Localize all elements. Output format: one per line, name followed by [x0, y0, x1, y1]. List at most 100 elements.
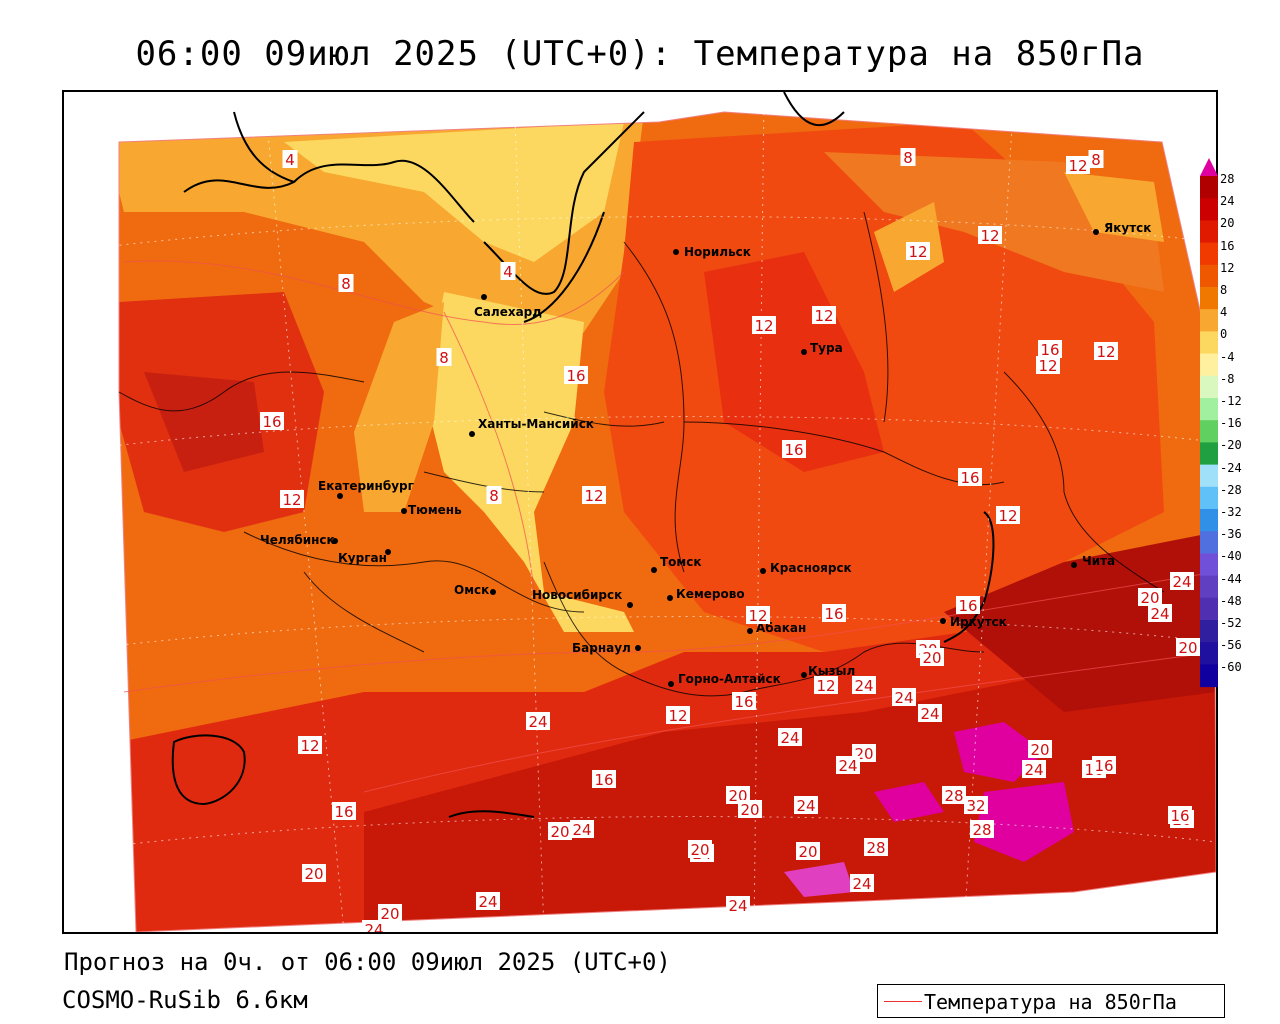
contour-label: 24: [726, 896, 750, 915]
contour-label: 16: [564, 366, 588, 385]
city-marker: [747, 628, 753, 634]
svg-text:24: 24: [854, 677, 873, 695]
colorbar-swatch: [1200, 664, 1218, 688]
contour-label: 16: [956, 596, 980, 615]
city-label: Новосибирск: [532, 588, 622, 602]
contour-label: 28: [942, 786, 966, 805]
contour-label: 16: [592, 770, 616, 789]
colorbar-tick-label: -60: [1220, 660, 1242, 675]
svg-text:24: 24: [796, 797, 815, 815]
svg-text:20: 20: [798, 843, 817, 861]
colorbar-swatch: [1200, 420, 1218, 443]
svg-text:12: 12: [1096, 343, 1115, 361]
svg-text:8: 8: [439, 349, 449, 367]
svg-text:12: 12: [1038, 357, 1057, 375]
city-marker: [490, 589, 496, 595]
city-marker: [385, 549, 391, 555]
contour-label: 4: [282, 150, 298, 169]
city-label: Иркутск: [950, 615, 1007, 629]
city-marker: [401, 508, 407, 514]
contour-label: 24: [570, 820, 594, 839]
contour-label: 24: [836, 756, 860, 775]
city-label: Красноярск: [770, 561, 852, 575]
contour-label: 12: [582, 486, 606, 505]
svg-text:16: 16: [334, 803, 353, 821]
contour-label: 24: [852, 676, 876, 695]
contour-label: 12: [906, 242, 930, 261]
svg-text:12: 12: [816, 677, 835, 695]
svg-text:16: 16: [262, 413, 281, 431]
svg-text:24: 24: [478, 893, 497, 911]
svg-text:24: 24: [528, 713, 547, 731]
colorbar-swatch: [1200, 198, 1218, 221]
colorbar-swatch: [1200, 442, 1218, 466]
svg-text:20: 20: [380, 905, 399, 923]
svg-text:20: 20: [550, 823, 569, 841]
city-label: Тура: [810, 341, 843, 355]
svg-text:20: 20: [1140, 589, 1159, 607]
contour-label: 20: [738, 800, 762, 819]
contour-label: 12: [298, 736, 322, 755]
colorbar-swatch: [1200, 486, 1218, 510]
contour-label: 16: [958, 468, 982, 487]
contour-label: 32: [964, 796, 988, 815]
contour-label: 16: [1168, 806, 1192, 825]
contour-label: 8: [338, 274, 354, 293]
colorbar-scale: [1200, 158, 1218, 688]
colorbar-tick-label: 28: [1220, 172, 1235, 186]
svg-text:24: 24: [894, 689, 913, 707]
legend-box: Температура на 850гПа: [877, 984, 1225, 1018]
colorbar-tick-label: -32: [1220, 505, 1242, 519]
city-label: Кемерово: [676, 587, 745, 601]
contour-label: 28: [970, 820, 994, 839]
contour-label: 12: [280, 490, 304, 509]
city-label: Якутск: [1104, 221, 1151, 235]
city-label: Горно-Алтайск: [678, 672, 781, 686]
colorbar-tick-label: -16: [1220, 416, 1242, 431]
colorbar-tick-label: -48: [1220, 593, 1242, 608]
colorbar-swatch: [1200, 553, 1218, 577]
svg-text:16: 16: [784, 441, 803, 459]
svg-text:24: 24: [852, 875, 871, 893]
contour-label: 24: [1148, 604, 1172, 623]
forecast-caption: Прогноз на 0ч. от 06:00 09июл 2025 (UTC+…: [64, 948, 671, 976]
svg-text:16: 16: [566, 367, 585, 385]
colorbar-tick-label: 20: [1220, 216, 1235, 231]
colorbar-swatch: [1200, 597, 1218, 621]
contour-label: 24: [526, 712, 550, 731]
contour-label: 16: [332, 802, 356, 821]
colorbar-swatch: [1200, 176, 1218, 199]
svg-text:16: 16: [958, 597, 977, 615]
colorbar-tick-label: -4: [1220, 349, 1235, 364]
colorbar-swatch: [1200, 509, 1218, 532]
colorbar-tick-label: -12: [1220, 394, 1242, 408]
colorbar-tick-label: -40: [1220, 549, 1242, 564]
contour-label: 12: [1094, 342, 1118, 361]
city-label: Омск: [454, 583, 489, 597]
svg-text:16: 16: [824, 605, 843, 623]
city-marker: [627, 602, 633, 608]
contour-label: 12: [814, 676, 838, 695]
colorbar-swatch: [1200, 264, 1218, 288]
svg-text:8: 8: [1091, 151, 1101, 169]
colorbar-swatch: [1200, 620, 1218, 643]
contour-label: 24: [1170, 572, 1194, 591]
svg-text:8: 8: [341, 275, 351, 293]
contour-label: 16: [1092, 756, 1116, 775]
svg-text:8: 8: [903, 149, 913, 167]
svg-text:24: 24: [1172, 573, 1191, 591]
map-canvas: Норильск Якутск Салехард Тура Ханты-Мансийск…: [64, 92, 1216, 932]
contour-label: 12: [978, 226, 1002, 245]
svg-text:24: 24: [728, 897, 747, 915]
city-marker: [481, 294, 487, 300]
svg-text:20: 20: [740, 801, 759, 819]
colorbar-swatch: [1200, 398, 1218, 421]
city-marker: [1071, 562, 1077, 568]
city-marker: [667, 595, 673, 601]
svg-text:12: 12: [814, 307, 833, 325]
colorbar-tick-label: -8: [1220, 371, 1235, 386]
colorbar-swatch: [1200, 353, 1218, 377]
colorbar: [1200, 158, 1218, 688]
svg-text:28: 28: [944, 787, 963, 805]
city-marker: [651, 567, 657, 573]
